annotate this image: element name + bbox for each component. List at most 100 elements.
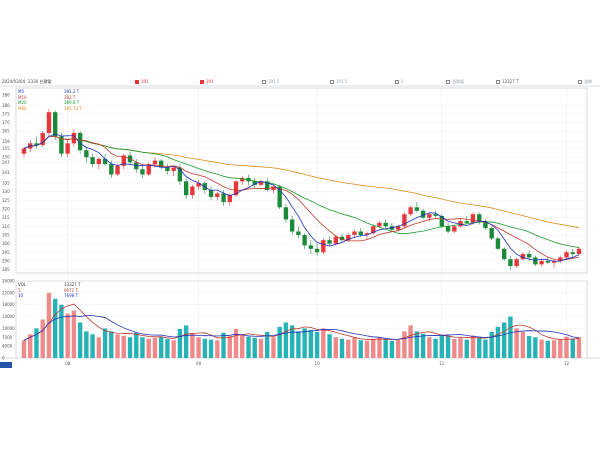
price-tick-label: 320 xyxy=(2,207,10,212)
volume-bar xyxy=(21,340,27,358)
candle-body xyxy=(183,181,189,196)
header-item-icon xyxy=(135,80,139,84)
header-item[interactable]: 漲跌幅 xyxy=(446,79,464,84)
header-date: 2024/03/04 xyxy=(2,79,26,84)
header-item[interactable]: 391 5 xyxy=(330,79,347,84)
volume-bar xyxy=(352,337,357,358)
candle-body xyxy=(458,221,463,227)
volume-bar xyxy=(520,331,526,358)
volume-bar xyxy=(558,339,563,358)
candle-body xyxy=(408,207,413,215)
price-tick-label: 330 xyxy=(2,189,10,194)
volume-bar xyxy=(221,332,226,358)
candle-body xyxy=(483,221,488,229)
candle-body xyxy=(558,257,563,261)
candle-body xyxy=(296,231,301,235)
candle-body xyxy=(377,222,382,227)
price-tick-label: 300 xyxy=(2,241,10,246)
volume-bar xyxy=(258,338,264,358)
header-item[interactable]: 0 xyxy=(395,79,404,84)
volume-bar xyxy=(333,337,338,358)
candle-body xyxy=(240,177,245,182)
candle-body xyxy=(265,181,270,191)
volume-tick-label: 26000 xyxy=(2,279,15,284)
price-tick-label: 325 xyxy=(2,198,10,203)
candle-body xyxy=(333,236,338,244)
header-item-icon xyxy=(496,80,500,84)
price-tick-label: 365 xyxy=(2,129,10,134)
legend-name: M20 xyxy=(18,100,27,105)
volume-bar xyxy=(408,325,413,358)
volume-bar xyxy=(127,337,133,358)
candle-body xyxy=(289,219,295,232)
candle-body xyxy=(59,136,64,154)
header-item[interactable]: 391 5 xyxy=(262,79,279,84)
header-item-icon xyxy=(446,80,450,84)
candle-body xyxy=(77,132,83,151)
header-item-icon xyxy=(330,80,334,84)
candle-body xyxy=(152,160,158,165)
volume-bar xyxy=(414,331,420,358)
header-item[interactable]: 13327 T xyxy=(496,79,518,84)
candle-body xyxy=(140,169,145,175)
candle-body xyxy=(252,181,257,185)
candle-body xyxy=(102,158,108,165)
legend-name: M10 xyxy=(18,94,27,100)
volume-bar xyxy=(477,337,482,358)
candle-body xyxy=(470,214,476,223)
legend-value: 13327 T xyxy=(64,282,81,287)
header-item-label: 391 5 xyxy=(336,79,348,84)
ma5-line xyxy=(23,133,580,262)
volume-bar xyxy=(233,328,239,358)
candle-body xyxy=(159,160,164,168)
price-tick-label: 310 xyxy=(2,224,10,229)
legend-name: M5 xyxy=(18,89,24,94)
candle-body xyxy=(202,183,208,191)
volume-bar xyxy=(246,336,251,358)
header-item[interactable]: 391 xyxy=(200,79,214,84)
candle-body xyxy=(177,167,183,182)
header-item-icon xyxy=(395,80,399,84)
candle-body xyxy=(46,112,52,133)
volume-bar xyxy=(389,340,395,358)
volume-ma10-line xyxy=(23,315,580,341)
candle-body xyxy=(545,260,551,263)
volume-bar xyxy=(576,337,582,358)
legend-value: 391.2 T xyxy=(64,89,80,94)
candle-body xyxy=(171,167,176,171)
candle-body xyxy=(520,253,526,260)
volume-tick-label: 10000 xyxy=(2,326,15,331)
x-tick-label: 10 xyxy=(315,361,321,366)
price-tick-label: 290 xyxy=(2,258,10,263)
candle-body xyxy=(477,214,482,222)
volume-bar xyxy=(377,337,382,358)
volume-bar xyxy=(196,337,201,358)
volume-bar xyxy=(314,331,320,358)
volume-bar xyxy=(65,313,70,358)
volume-bar xyxy=(464,339,469,358)
volume-bar xyxy=(165,339,170,358)
volume-bar xyxy=(308,329,314,358)
candle-body xyxy=(383,222,388,227)
header-item[interactable]: 391 xyxy=(135,79,149,84)
price-tick-label: 295 xyxy=(2,250,10,255)
candle-body xyxy=(495,238,501,249)
corner-button[interactable] xyxy=(0,362,12,368)
volume-bar xyxy=(289,325,295,358)
candle-body xyxy=(576,248,582,254)
volume-bar xyxy=(283,322,289,358)
volume-bar xyxy=(252,337,257,358)
candle-body xyxy=(246,177,251,182)
volume-bar xyxy=(34,328,39,358)
header-item[interactable]: 週線 xyxy=(578,79,592,84)
candle-body xyxy=(40,132,45,146)
volume-bar xyxy=(296,331,301,358)
candle-body xyxy=(533,257,538,265)
candle-body xyxy=(271,186,276,191)
header-item-label: 0 xyxy=(401,79,404,84)
candle-body xyxy=(433,214,438,216)
volume-bar xyxy=(77,322,83,358)
legend-name: VOL xyxy=(18,282,27,287)
volume-bar xyxy=(84,331,89,358)
volume-bar xyxy=(159,336,164,358)
